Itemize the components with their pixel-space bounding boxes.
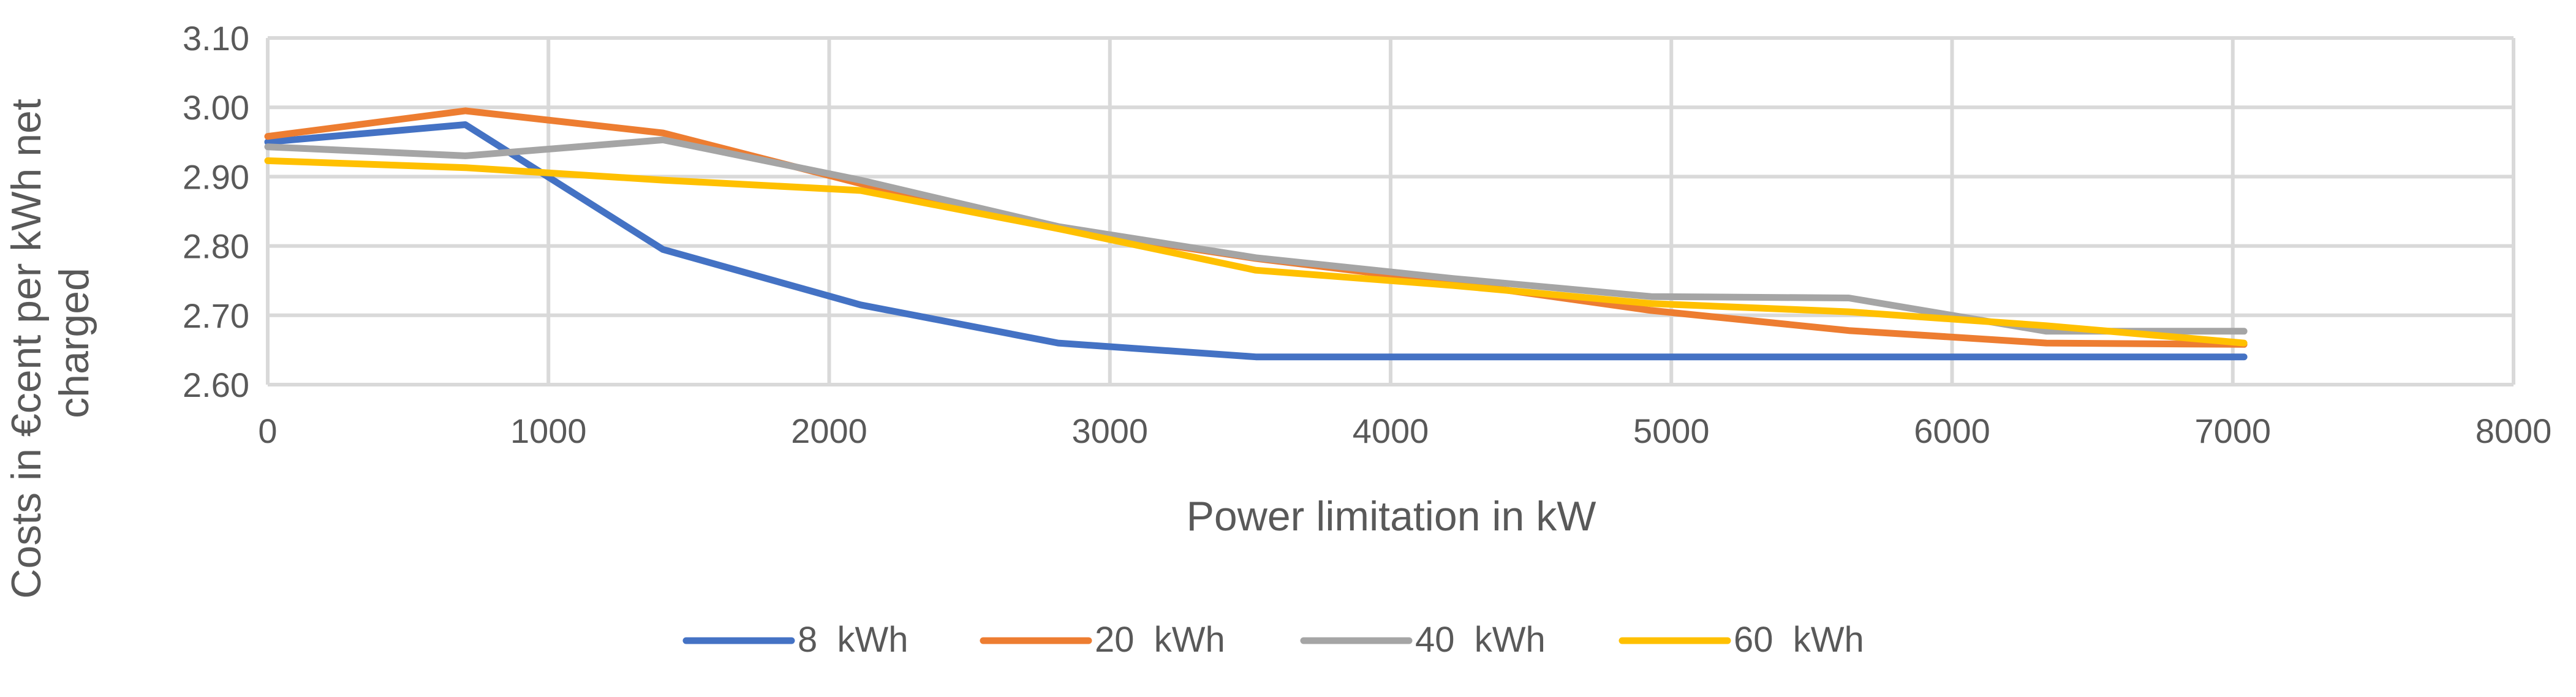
legend: 8 kWh 20 kWh 40 kWh 60 kWh bbox=[682, 620, 1864, 660]
y-axis-title-line-2: charged bbox=[51, 268, 97, 418]
x-tick-label: 3000 bbox=[1071, 412, 1148, 450]
x-tick-label: 4000 bbox=[1353, 412, 1429, 450]
gridlines bbox=[266, 36, 2515, 386]
x-tick-label: 7000 bbox=[2194, 412, 2271, 450]
legend-label: 8 kWh bbox=[798, 620, 908, 660]
legend-item: 20 kWh bbox=[980, 620, 1225, 660]
y-tick-label: 2.70 bbox=[183, 296, 249, 335]
series-line-4 bbox=[264, 157, 2248, 347]
y-tick-label: 2.90 bbox=[183, 157, 249, 196]
x-tick-label: 6000 bbox=[1914, 412, 1990, 450]
legend-label: 60 kWh bbox=[1734, 620, 1864, 660]
legend-label: 40 kWh bbox=[1415, 620, 1546, 660]
y-tick-labels: 2.60 2.70 2.80 2.90 3.00 3.10 bbox=[183, 19, 249, 404]
series-line-3 bbox=[264, 136, 2248, 335]
x-tick-label: 1000 bbox=[510, 412, 587, 450]
legend-label: 20 kWh bbox=[1095, 620, 1225, 660]
y-tick-label: 2.60 bbox=[183, 366, 249, 404]
x-tick-labels: 0 1000 2000 3000 4000 5000 6000 7000 8000 bbox=[258, 412, 2551, 450]
y-tick-label: 2.80 bbox=[183, 227, 249, 266]
legend-item: 40 kWh bbox=[1300, 620, 1546, 660]
series-line-1 bbox=[264, 121, 2248, 361]
y-axis-title-line-1: Costs in €cent per kWh net bbox=[3, 99, 50, 598]
x-tick-label: 5000 bbox=[1633, 412, 1710, 450]
x-tick-label: 8000 bbox=[2476, 412, 2552, 450]
legend-item: 60 kWh bbox=[1618, 620, 1864, 660]
x-tick-label: 0 bbox=[258, 412, 277, 450]
x-tick-label: 2000 bbox=[791, 412, 867, 450]
y-axis-title: Costs in €cent per kWh net charged bbox=[3, 87, 97, 598]
y-tick-label: 3.00 bbox=[183, 88, 249, 127]
x-axis-title: Power limitation in kW bbox=[1187, 493, 1596, 540]
y-tick-label: 3.10 bbox=[183, 19, 249, 58]
legend-item: 8 kWh bbox=[682, 620, 908, 660]
series-lines bbox=[264, 107, 2248, 361]
